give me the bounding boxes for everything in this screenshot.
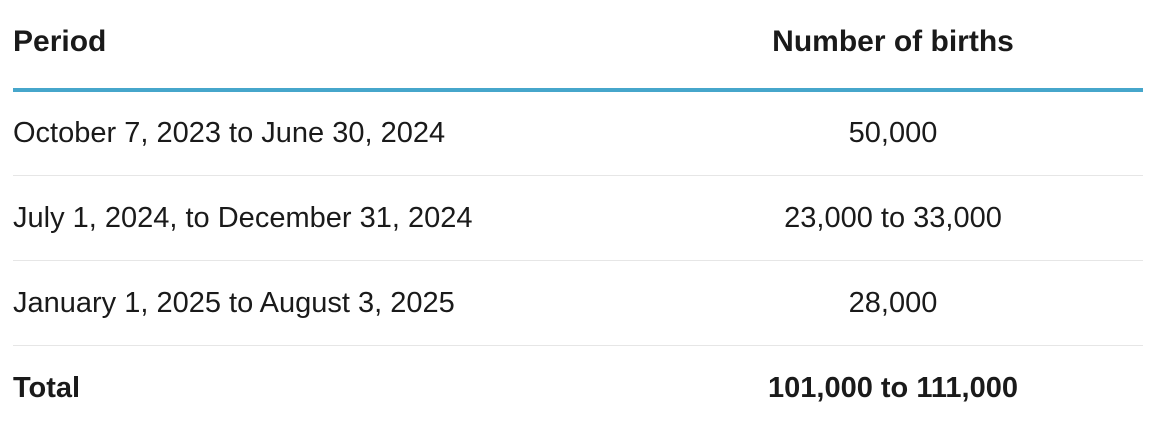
table-row: January 1, 2025 to August 3, 2025 28,000 (13, 261, 1143, 346)
births-table: Period Number of births October 7, 2023 … (13, 0, 1143, 431)
header-number-of-births: Number of births (772, 25, 1014, 58)
table-total-row: Total 101,000 to 111,000 (13, 346, 1143, 431)
row-births: 23,000 to 33,000 (784, 201, 1002, 234)
row-births: 28,000 (848, 286, 938, 319)
row-period: July 1, 2024, to December 31, 2024 (13, 201, 473, 234)
table-row: July 1, 2024, to December 31, 2024 23,00… (13, 176, 1143, 261)
header-period: Period (13, 25, 107, 58)
table-header-row: Period Number of births (13, 0, 1143, 92)
row-period: January 1, 2025 to August 3, 2025 (13, 286, 455, 319)
total-births: 101,000 to 111,000 (768, 372, 1018, 404)
row-births: 50,000 (848, 117, 938, 149)
table-row: October 7, 2023 to June 30, 2024 50,000 (13, 92, 1143, 176)
row-period: October 7, 2023 to June 30, 2024 (13, 117, 446, 149)
total-label: Total (13, 372, 81, 404)
